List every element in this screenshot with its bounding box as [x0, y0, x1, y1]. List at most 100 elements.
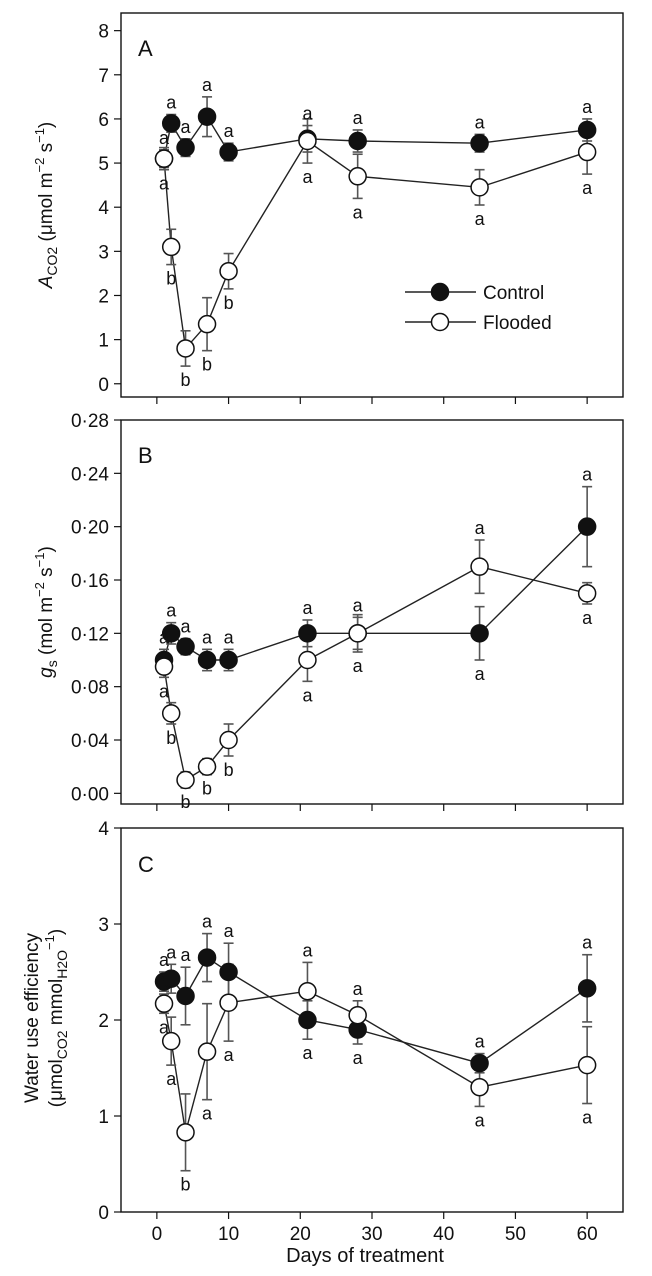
significance-label: a: [159, 627, 170, 647]
x-tick-labels: 0 10 20 30 40 50 60: [152, 1224, 598, 1245]
significance-label: a: [181, 617, 192, 637]
control-point: [161, 969, 181, 988]
control-point: [577, 517, 597, 536]
flooded-point: [176, 1123, 195, 1142]
significance-label: b: [202, 355, 212, 375]
x-tick-label: 60: [577, 1224, 598, 1245]
significance-label: b: [166, 728, 176, 748]
significance-label: a: [159, 128, 170, 148]
y-tick-label: 0: [98, 1203, 109, 1224]
significance-label: a: [202, 912, 213, 932]
significance-label: b: [166, 269, 176, 289]
flooded-point: [470, 1077, 489, 1097]
significance-label: a: [224, 627, 235, 647]
y-tick-label: 0·28: [71, 411, 109, 432]
significance-label: b: [181, 792, 191, 812]
flooded-series: [159, 961, 593, 1172]
significance-label: b: [224, 293, 234, 313]
y-tick-label: 3: [98, 242, 109, 263]
flooded-point: [161, 1031, 181, 1051]
significance-label: b: [181, 370, 191, 390]
flooded-point: [154, 149, 174, 168]
y-axis-label-a: ACO2 (μmol m−2 s−1): [32, 122, 60, 290]
legend-control-label: Control: [483, 283, 544, 304]
significance-label: a: [224, 921, 235, 941]
significance-label: a: [475, 112, 486, 132]
flooded-point: [577, 142, 597, 162]
x-tick-label: 0: [152, 1224, 163, 1245]
control-point: [161, 624, 181, 643]
significance-label: a: [353, 1048, 364, 1068]
y-tick-label: 6: [98, 110, 109, 131]
significance-label: b: [181, 1175, 191, 1195]
panel-b: B0·000·040·080·120·160·200·240·28aaababa…: [71, 411, 624, 812]
y-tick-label: 4: [98, 819, 109, 840]
flooded-point: [219, 730, 238, 750]
flooded-point: [161, 237, 181, 257]
significance-label: a: [224, 121, 235, 141]
significance-label: a: [582, 178, 593, 198]
control-point: [298, 624, 317, 643]
control-point: [470, 133, 489, 153]
significance-label: b: [224, 760, 234, 780]
flooded-point: [348, 624, 367, 643]
y-tick-label: 0·24: [71, 464, 109, 485]
legend-control-marker: [430, 282, 450, 302]
significance-label: a: [302, 685, 313, 705]
panel-letter: A: [138, 36, 153, 61]
significance-label: a: [202, 75, 213, 95]
significance-label: a: [582, 933, 593, 953]
y-tick-label: 2: [98, 286, 109, 307]
panel-letter: C: [138, 852, 154, 877]
flooded-point: [298, 650, 317, 670]
significance-label: a: [166, 942, 177, 962]
control-point: [176, 138, 195, 157]
plot-frame-a: [120, 12, 624, 398]
control-point: [161, 114, 181, 133]
x-tick-label: 50: [505, 1224, 526, 1245]
y-tick-label: 5: [98, 154, 109, 175]
significance-label: a: [302, 598, 313, 618]
control-point: [176, 637, 195, 656]
y-tick-label: 7: [98, 66, 109, 87]
significance-label: a: [353, 595, 364, 615]
control-point: [197, 107, 217, 126]
significance-label: a: [475, 518, 486, 538]
flooded-point: [219, 993, 238, 1012]
flooded-point: [219, 261, 238, 281]
y-tick-label: 0·08: [71, 678, 109, 699]
flooded-point: [348, 1005, 367, 1025]
y-tick-label: 0·04: [71, 731, 109, 752]
y-tick-label: 2: [98, 1011, 109, 1032]
significance-label: a: [582, 465, 593, 485]
flooded-point: [470, 557, 489, 576]
flooded-point: [348, 167, 367, 186]
plot-frame-c: [120, 827, 624, 1213]
control-point: [219, 142, 238, 162]
significance-label: a: [166, 601, 177, 621]
x-tick-label: 40: [433, 1224, 454, 1245]
significance-label: a: [159, 1017, 170, 1037]
y-tick-label: 0·16: [71, 571, 109, 592]
y-tick-label: 0: [98, 375, 109, 396]
flooded-point: [197, 757, 217, 776]
flooded-point: [470, 178, 489, 197]
significance-label: a: [475, 209, 486, 229]
significance-label: a: [202, 627, 213, 647]
y-tick-label: 0·00: [71, 784, 109, 805]
legend-flooded-marker: [430, 312, 450, 332]
significance-label: a: [353, 202, 364, 222]
significance-label: a: [202, 1104, 213, 1124]
significance-label: a: [302, 1043, 313, 1063]
control-point: [219, 962, 238, 982]
y-tick-label: 3: [98, 915, 109, 936]
significance-label: a: [475, 664, 486, 684]
x-axis-label: Days of treatment: [286, 1245, 444, 1267]
significance-label: a: [166, 1069, 177, 1089]
legend: Control Flooded: [405, 282, 552, 334]
significance-label: a: [159, 174, 170, 194]
control-point: [197, 948, 217, 967]
y-tick-label: 1: [98, 1107, 109, 1128]
